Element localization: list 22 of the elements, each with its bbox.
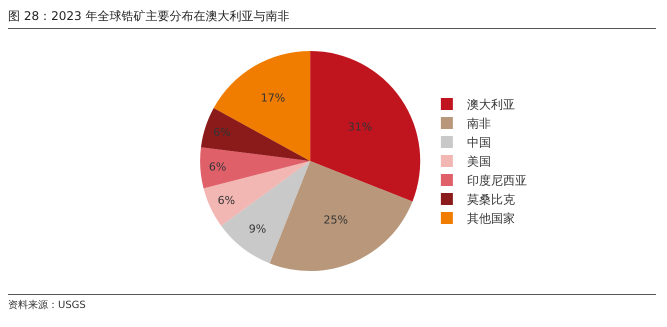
chart-title: 图 28：2023 年全球锆矿主要分布在澳大利亚与南非	[8, 4, 656, 29]
legend-label: 其他国家	[466, 212, 515, 226]
pie-slice	[270, 161, 412, 272]
data-label: 25%	[324, 214, 348, 227]
text: 资料来源：USGS	[8, 294, 656, 312]
pie-slice	[204, 161, 310, 226]
data-label: 31%	[348, 120, 372, 134]
pie-slice	[214, 50, 310, 161]
pie-slice	[310, 50, 420, 202]
legend-label: 中国	[466, 136, 491, 150]
legend-label: 印度尼西亚	[466, 174, 527, 188]
legend-label: 莫桑比克	[466, 192, 515, 207]
data-label: 17%	[260, 92, 286, 105]
data-label: 9%	[248, 222, 266, 236]
pie-slice	[200, 108, 310, 161]
data-label: 6%	[208, 160, 226, 174]
legend-label: 南非	[466, 116, 491, 131]
legend-label: 美国	[466, 154, 491, 169]
pie-slice	[200, 147, 310, 188]
legend-label: 澳大利亚	[466, 98, 515, 112]
data-label: 6%	[213, 126, 231, 139]
data-label: 6%	[218, 194, 236, 207]
